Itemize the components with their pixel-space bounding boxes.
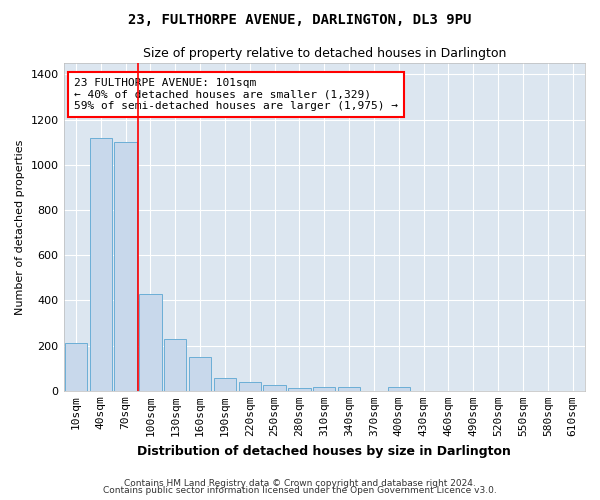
Text: Contains public sector information licensed under the Open Government Licence v3: Contains public sector information licen… [103, 486, 497, 495]
Bar [115, 142, 137, 391]
Bar [139, 294, 161, 391]
X-axis label: Distribution of detached houses by size in Darlington: Distribution of detached houses by size … [137, 444, 511, 458]
Bar [89, 138, 112, 391]
Bar [239, 382, 261, 391]
Text: 23, FULTHORPE AVENUE, DARLINGTON, DL3 9PU: 23, FULTHORPE AVENUE, DARLINGTON, DL3 9P… [128, 12, 472, 26]
Text: Contains HM Land Registry data © Crown copyright and database right 2024.: Contains HM Land Registry data © Crown c… [124, 478, 476, 488]
Bar [263, 385, 286, 391]
Bar [214, 378, 236, 391]
Bar [313, 388, 335, 391]
Title: Size of property relative to detached houses in Darlington: Size of property relative to detached ho… [143, 48, 506, 60]
Bar [338, 388, 360, 391]
Text: 23 FULTHORPE AVENUE: 101sqm
← 40% of detached houses are smaller (1,329)
59% of : 23 FULTHORPE AVENUE: 101sqm ← 40% of det… [74, 78, 398, 111]
Bar [388, 388, 410, 391]
Bar [164, 339, 187, 391]
Bar [65, 344, 87, 391]
Bar [288, 388, 311, 391]
Bar [189, 358, 211, 391]
Y-axis label: Number of detached properties: Number of detached properties [15, 139, 25, 314]
